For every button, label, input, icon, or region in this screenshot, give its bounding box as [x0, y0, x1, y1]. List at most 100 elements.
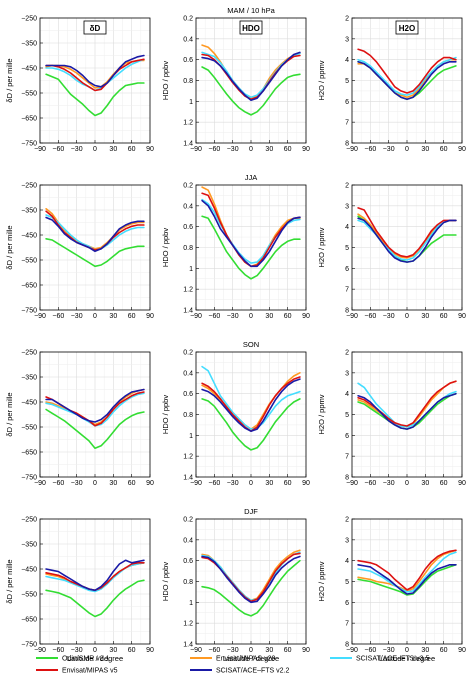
series-line-scisat-ace-fts-v2-2 [45, 388, 145, 423]
x-tick-label: 90 [146, 647, 154, 654]
x-tick-label: −30 [227, 146, 239, 153]
panel-1-2: −90 −60 −30 0 30 60 90 0.2 0.4 0.6 0.8 1 1.2 1.4 HDO /… [161, 6, 310, 153]
panel-label: HDO [242, 24, 260, 33]
x-tick-label: −60 [364, 647, 376, 654]
y-tick-label: 0.4 [183, 370, 193, 377]
plot-frame [39, 184, 151, 311]
x-tick-label: −60 [208, 480, 220, 487]
y-tick-label: 5 [345, 412, 349, 419]
panel-2-2: −90 −60 −30 0 30 60 90 0.2 0.4 0.6 0.8 1 1.2 1.4 HDO /… [161, 173, 310, 320]
series-line-odin-smr-v2-1 [45, 238, 145, 268]
x-tick-label: −90 [346, 480, 358, 487]
x-tick-label: 90 [302, 313, 310, 320]
y-tick-label: 0.6 [183, 391, 193, 398]
panel-2-1: −90 −60 −30 0 30 60 90 −250 −350 −450 −550 −650 −750… [5, 183, 154, 321]
y-tick-label: 3 [345, 36, 349, 43]
y-tick-label: 0.2 [183, 183, 193, 190]
y-tick-label: 7 [345, 454, 349, 461]
plot-frame [351, 184, 463, 311]
x-tick-label: 0 [405, 313, 409, 320]
plot-frame [351, 351, 463, 478]
series-line-scisat-ace-fts-v3-5 [201, 365, 301, 430]
x-tick-label: 30 [109, 647, 117, 654]
y-tick-label: 2 [345, 16, 349, 23]
row-title: DJF [244, 507, 258, 516]
series-line-scisat-ace-fts-v2-2 [201, 378, 301, 433]
series-line-scisat-ace-fts-v3-5 [357, 56, 457, 96]
x-tick-label: 90 [146, 480, 154, 487]
x-tick-label: −30 [227, 313, 239, 320]
x-tick-label: −90 [346, 647, 358, 654]
x-axis-label: Latitude / degree [379, 654, 435, 663]
series-line-odin-smr-v2-1 [45, 73, 145, 117]
x-tick-label: −60 [52, 313, 64, 320]
y-tick-label: 0.8 [183, 78, 193, 85]
x-tick-label: 60 [128, 146, 136, 153]
y-tick-label: −550 [21, 592, 37, 599]
y-axis-label: δD / per mille [5, 58, 14, 102]
x-tick-label: −60 [52, 647, 64, 654]
series-line-scisat-ace-fts-v3-5 [357, 551, 457, 593]
x-tick-label: 60 [128, 647, 136, 654]
x-tick-label: −30 [383, 313, 395, 320]
x-tick-label: 0 [93, 146, 97, 153]
y-tick-label: 3 [345, 537, 349, 544]
x-tick-label: 60 [284, 647, 292, 654]
y-tick-label: 3 [345, 203, 349, 210]
y-tick-label: 7 [345, 120, 349, 127]
x-tick-label: −90 [190, 313, 202, 320]
x-tick-label: −60 [52, 480, 64, 487]
x-tick-label: 90 [302, 480, 310, 487]
series-line-scisat-ace-fts-v2-2 [45, 216, 145, 253]
legend-label: Envisat/MIPAS v20 [216, 656, 276, 663]
y-axis-label: δD / per mille [5, 559, 14, 603]
y-tick-label: −450 [21, 567, 37, 574]
panel-1-3: −90 −60 −30 0 30 60 90 2 3 4 5 6 7 8 H2O / ppmv H2O [317, 16, 466, 154]
panel-2-3: −90 −60 −30 0 30 60 90 2 3 4 5 6 7 8 H2O / ppmv [317, 183, 466, 321]
row-title: MAM / 10 hPa [227, 6, 275, 15]
y-tick-label: 3 [345, 370, 349, 377]
panel-label: H2O [399, 24, 415, 33]
y-axis-label: δD / per mille [5, 392, 14, 436]
y-axis-label: δD / per mille [5, 225, 14, 269]
row-title: JJA [245, 173, 258, 182]
plot-frame [195, 17, 307, 144]
y-tick-label: 1.2 [183, 454, 193, 461]
x-tick-label: −30 [71, 146, 83, 153]
y-tick-label: 8 [345, 642, 349, 649]
series-line-envisat-mipas-v20 [201, 44, 301, 99]
x-tick-label: 30 [421, 146, 429, 153]
x-tick-label: −90 [190, 146, 202, 153]
x-tick-label: 60 [284, 146, 292, 153]
y-tick-label: −650 [21, 617, 37, 624]
series-line-odin-smr-v2-1 [201, 215, 301, 280]
panel-label-box [83, 20, 107, 35]
panel-3-2: −90 −60 −30 0 30 60 90 0.2 0.4 0.6 0.8 1 1.2 1.4 HDO /… [161, 340, 310, 487]
series-line-odin-smr-v2-1 [201, 66, 301, 116]
panel-label: δD [90, 24, 101, 33]
x-tick-label: 60 [440, 313, 448, 320]
x-tick-label: −60 [208, 313, 220, 320]
x-tick-label: 90 [458, 313, 466, 320]
series-line-envisat-mipas-v5 [357, 207, 457, 258]
plot-frame [39, 17, 151, 144]
y-tick-label: 4 [345, 57, 349, 64]
x-tick-label: −90 [34, 313, 46, 320]
y-tick-label: −350 [21, 208, 37, 215]
y-axis-label: H2O / ppmv [317, 60, 326, 100]
row-title: SON [243, 340, 259, 349]
y-tick-label: −650 [21, 450, 37, 457]
y-tick-label: −750 [21, 141, 37, 148]
legend-label: SCISAT/ACE–FTS v2.2 [216, 668, 289, 675]
y-tick-label: −750 [21, 475, 37, 482]
y-tick-label: 4 [345, 224, 349, 231]
series-line-scisat-ace-fts-v2-2 [357, 60, 457, 101]
legend-label: Odin/SMR v2.1 [62, 656, 110, 663]
x-tick-label: 0 [93, 313, 97, 320]
x-tick-label: −90 [34, 647, 46, 654]
x-tick-label: 30 [109, 146, 117, 153]
series-line-envisat-mipas-v5 [45, 58, 145, 92]
x-tick-label: −30 [71, 313, 83, 320]
x-tick-label: −90 [346, 146, 358, 153]
series-line-odin-smr-v2-1 [201, 398, 301, 451]
